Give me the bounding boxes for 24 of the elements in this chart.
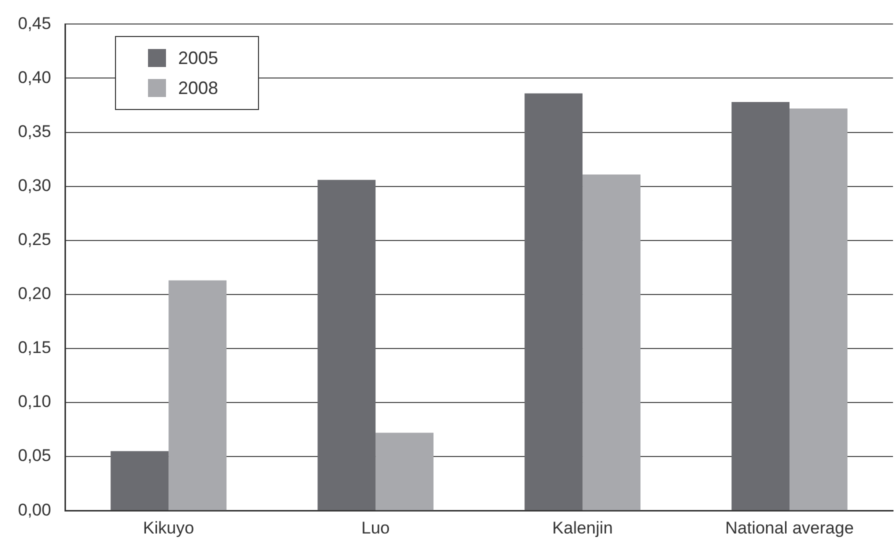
x-tick-label: Luo	[361, 518, 390, 538]
bar	[376, 432, 434, 510]
bar	[524, 93, 583, 510]
legend-label: 2008	[178, 78, 218, 99]
bar	[110, 451, 169, 510]
y-tick-label: 0,15	[18, 338, 52, 358]
bar	[790, 108, 848, 510]
bar	[582, 174, 640, 510]
y-tick-label: 0,20	[18, 284, 52, 304]
y-tick-label: 0,40	[18, 68, 52, 87]
x-tick-label: Kikuyo	[143, 518, 194, 538]
y-tick-label: 0,10	[18, 392, 52, 412]
x-tick-label: Kalenjin	[552, 518, 613, 538]
legend-label: 2005	[178, 48, 218, 69]
x-tick-label: National average	[725, 518, 854, 538]
bar	[732, 102, 790, 510]
y-tick-label: 0,25	[18, 230, 52, 250]
y-tick-label: 0,00	[18, 500, 52, 520]
y-tick-label: 0,35	[18, 122, 52, 141]
bar	[168, 280, 227, 510]
y-tick-label: 0,30	[18, 176, 52, 196]
bar	[318, 180, 376, 510]
y-tick-label: 0,45	[18, 14, 52, 33]
y-tick-label: 0,05	[18, 446, 52, 466]
